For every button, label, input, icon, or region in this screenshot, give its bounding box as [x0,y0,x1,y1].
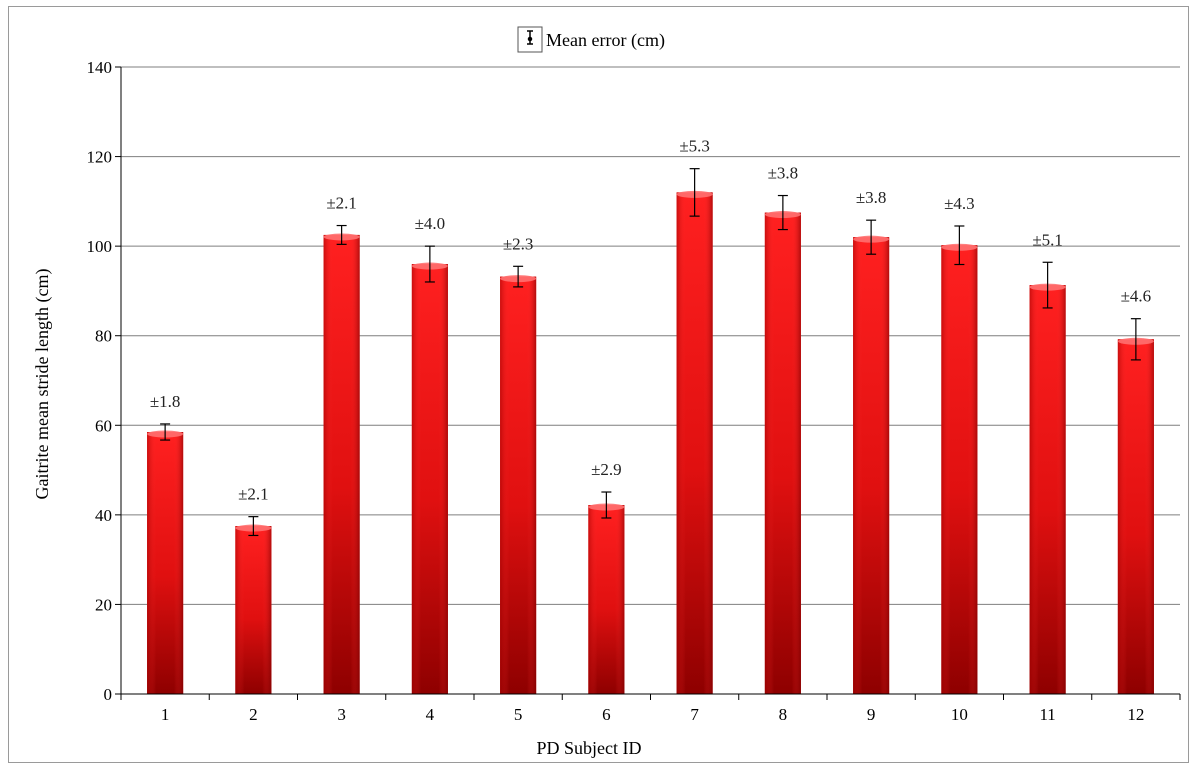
bars [147,190,1154,695]
x-tick-label: 5 [514,705,523,724]
error-label: ±5.3 [679,137,710,156]
y-tick-label: 120 [87,148,113,167]
bar-edge-shade [676,192,713,694]
y-tick-label: 60 [95,416,112,435]
legend-box [517,26,543,53]
error-labels: ±1.8 ±2.1 ±2.1 ±4.0 ±2.3 ±2.9 ±5.3 ±3.8 ±3.8 ±4.3… [150,137,1151,504]
y-tick-label: 100 [87,237,113,256]
bar-edge-shade [1029,285,1066,694]
x-tick-label: 10 [951,705,968,724]
y-axis-ticks: 0 20 40 60 80 100 120 140 [87,58,121,704]
error-label: ±3.8 [856,188,887,207]
y-tick-label: 0 [104,685,113,704]
error-label: ±2.3 [503,234,534,253]
legend-errorbar-icon [527,30,533,45]
error-label: ±5.1 [1032,230,1063,249]
error-label: ±4.0 [415,214,446,233]
x-tick-label: 2 [249,705,258,724]
bar-edge-shade [588,505,625,694]
legend: Mean error (cm) [517,26,665,53]
bar-edge-shade [235,526,272,694]
bar-edge-shade [764,212,801,694]
x-tick-label: 6 [602,705,611,724]
error-label: ±3.8 [768,164,799,183]
y-tick-label: 80 [95,327,112,346]
error-label: ±2.1 [326,194,357,213]
error-label: ±1.8 [150,392,181,411]
error-label: ±2.1 [238,485,269,504]
x-tick-label: 8 [779,705,788,724]
legend-label: Mean error (cm) [546,30,665,51]
x-tick-label: 7 [690,705,699,724]
y-tick-label: 140 [87,58,113,77]
x-tick-label: 3 [337,705,346,724]
bar-edge-shade [411,264,448,694]
bar-edge-shade [500,276,537,694]
bar-edge-shade [853,237,890,694]
x-axis-title: PD Subject ID [537,738,642,758]
y-axis-title: Gaitrite mean stride length (cm) [32,269,53,500]
error-label: ±4.3 [944,194,975,213]
chart-frame [8,6,1189,763]
y-tick-label: 20 [95,595,112,614]
x-tick-label: 11 [1039,705,1055,724]
x-axis-ticks: 1 2 3 4 5 6 7 8 9 10 11 12 [120,694,1181,724]
gridlines [121,66,1180,605]
x-tick-label: 12 [1127,705,1144,724]
bar-edge-shade [147,432,184,694]
bar-edge-shade [1117,339,1154,694]
y-tick-label: 40 [95,506,112,525]
bar-edge-shade [941,245,978,695]
x-tick-label: 9 [867,705,876,724]
error-bars [160,168,1141,537]
bar-edge-shade [323,234,360,695]
error-label: ±4.6 [1121,287,1152,306]
x-tick-label: 1 [161,705,170,724]
error-label: ±2.9 [591,460,622,479]
x-tick-label: 4 [426,705,435,724]
